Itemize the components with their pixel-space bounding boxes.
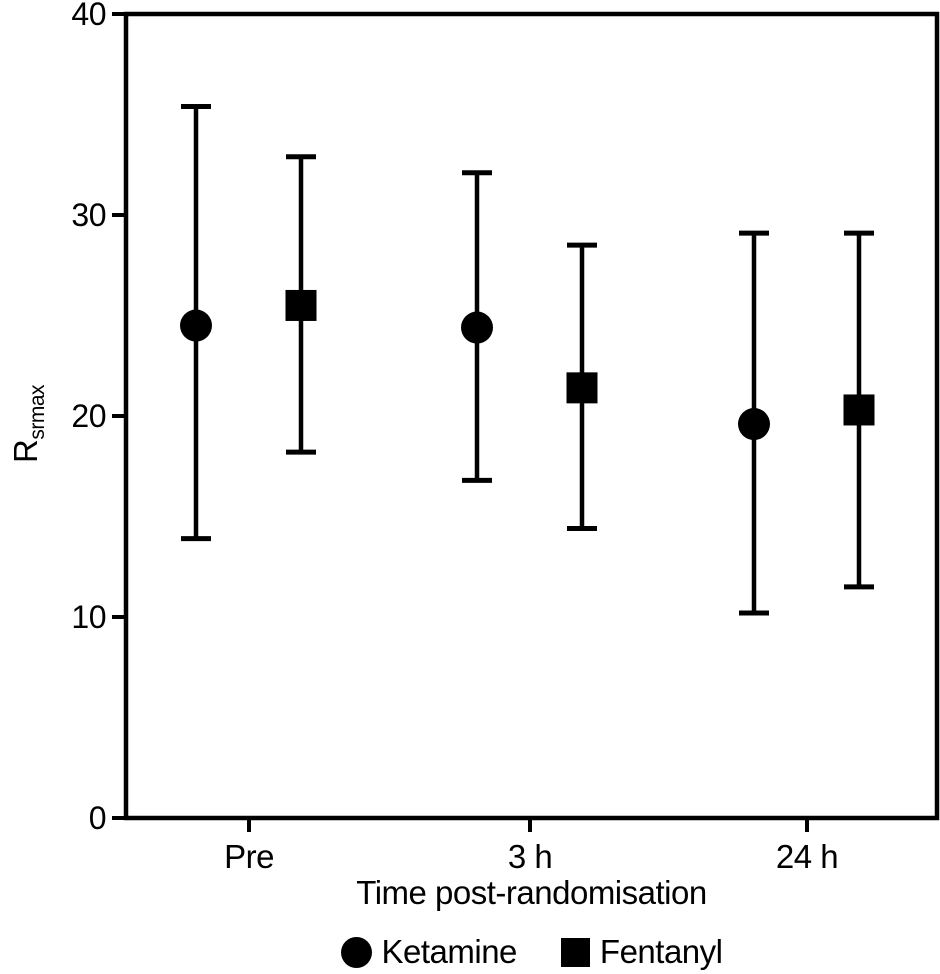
- y-tick-label: 40: [71, 0, 106, 32]
- x-tick-label: 24 h: [776, 838, 838, 875]
- marker-ketamine-24h: [738, 408, 770, 441]
- x-tick-label: 3 h: [508, 838, 552, 875]
- x-tick-label: Pre: [224, 838, 274, 875]
- marker-ketamine-Pre: [180, 309, 212, 342]
- ketamine-circle-icon: [340, 936, 372, 968]
- y-tick-label: 0: [89, 800, 106, 836]
- y-tick-label: 10: [71, 599, 106, 635]
- fentanyl-square-icon: [560, 937, 590, 967]
- marker-fentanyl-Pre: [285, 289, 317, 321]
- legend-label-ketamine: Ketamine: [381, 933, 518, 970]
- marker-fentanyl-3h: [566, 372, 598, 404]
- legend-item-fentanyl: Fentanyl: [560, 933, 723, 971]
- y-tick-label: 30: [71, 197, 106, 233]
- plot-frame: [123, 11, 940, 821]
- legend-label-fentanyl: Fentanyl: [599, 933, 723, 970]
- y-axis-title: Rsrmax: [7, 385, 49, 464]
- marker-fentanyl-24h: [843, 394, 875, 426]
- y-tick-label: 20: [71, 398, 106, 434]
- legend-item-ketamine: Ketamine: [340, 933, 518, 971]
- x-axis-title: Time post-randomisation: [356, 874, 707, 911]
- y-axis-title-subscript: srmax: [26, 384, 49, 440]
- legend: Ketamine Fentanyl: [126, 930, 937, 974]
- marker-ketamine-3h: [461, 311, 493, 344]
- y-axis-title-main: R: [7, 439, 44, 464]
